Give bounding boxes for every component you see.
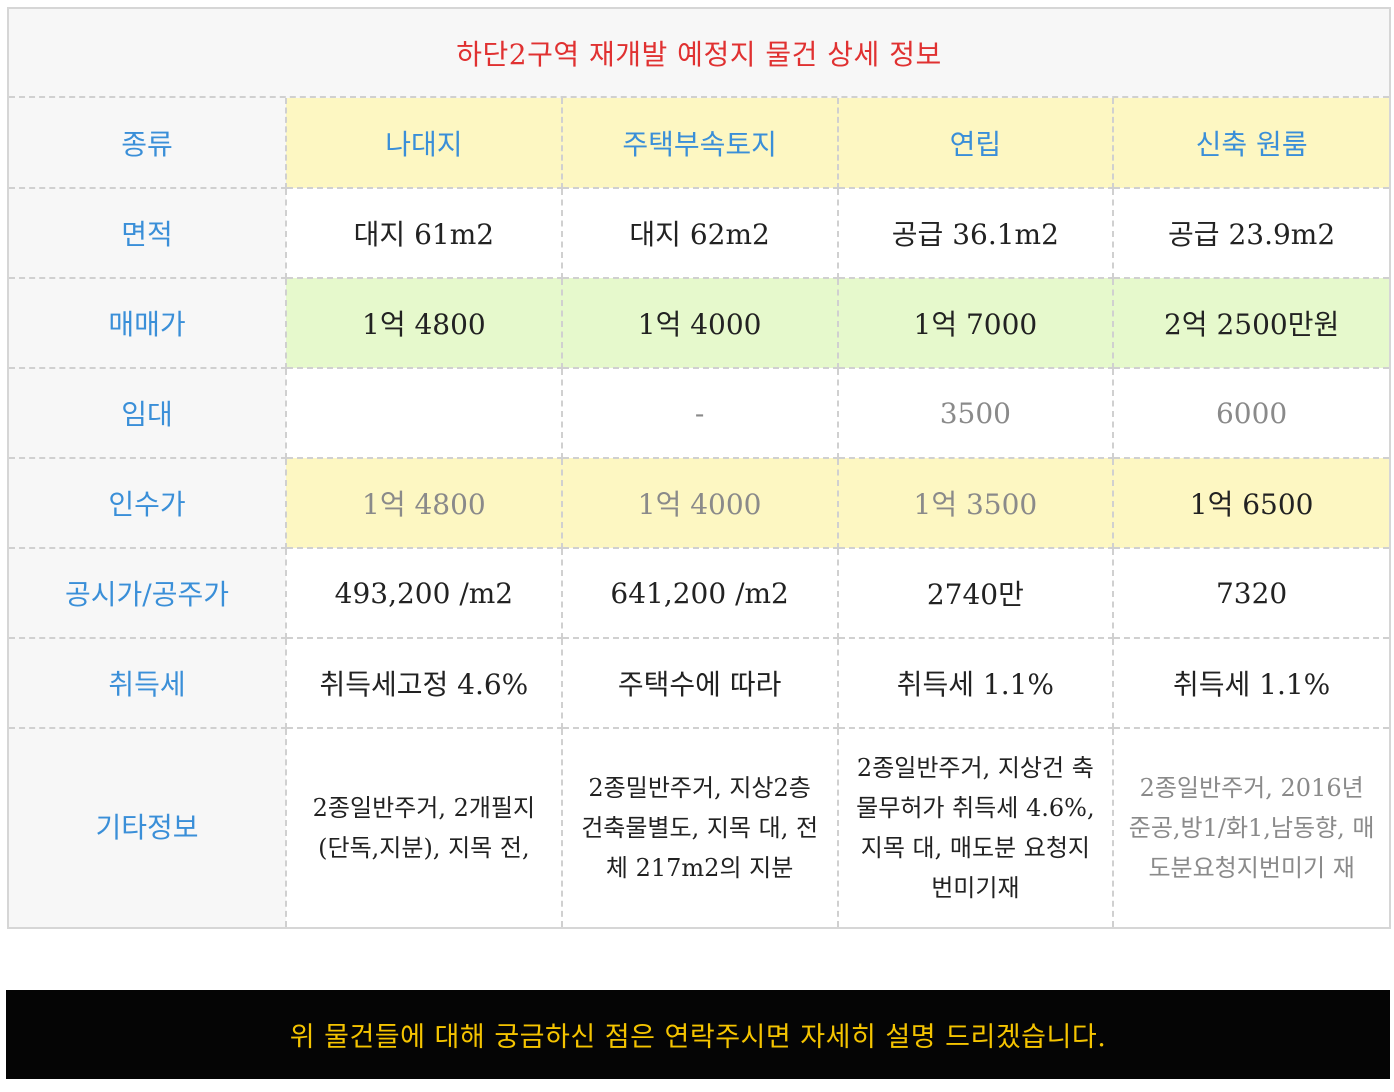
table-cell <box>286 368 563 459</box>
table-cell: 주택수에 따라 <box>561 638 839 729</box>
contact-banner-text: 위 물건들에 대해 궁금하신 점은 연락주시면 자세히 설명 드리겠습니다. <box>289 1022 1107 1053</box>
table-row-type: 종류 나대지 주택부속토지 연립 신축 원룸 <box>9 98 1389 189</box>
table-cell: 1억 3500 <box>837 458 1115 549</box>
table-row-other-info: 기타정보 2종일반주거, 2개필지 (단독,지분), 지목 전, 2종밀반주거,… <box>9 728 1389 927</box>
property-detail-table: 하단2구역 재개발 예정지 물건 상세 정보 종류 나대지 주택부속토지 연립 … <box>7 7 1391 929</box>
table-cell: 2종일반주거, 2개필지 (단독,지분), 지목 전, <box>286 728 563 927</box>
table-cell: 7320 <box>1113 548 1389 639</box>
table-cell: 1억 6500 <box>1113 458 1389 549</box>
table-row-acquisition-tax: 취득세 취득세고정 4.6% 주택수에 따라 취득세 1.1% 취득세 1.1% <box>9 638 1389 729</box>
table-cell: 1억 4800 <box>286 458 563 549</box>
table-row-lease: 임대 - 3500 6000 <box>9 368 1389 459</box>
table-cell: 공급 23.9m2 <box>1113 188 1389 279</box>
row-label-area: 면적 <box>9 188 287 279</box>
table-row-acquisition-price: 인수가 1억 4800 1억 4000 1억 3500 1억 6500 <box>9 458 1389 549</box>
table-cell: 취득세 1.1% <box>1113 638 1389 729</box>
table-cell: 대지 62m2 <box>561 188 839 279</box>
row-label-official-price: 공시가/공주가 <box>9 548 287 639</box>
table-title: 하단2구역 재개발 예정지 물건 상세 정보 <box>456 37 942 71</box>
column-header-house-land: 주택부속토지 <box>561 98 839 189</box>
table-cell: 2종일반주거, 2016년 준공,방1/화1,남동향, 매도분요청지번미기 재 <box>1128 774 1375 882</box>
table-cell: 2740만 <box>837 548 1115 639</box>
row-label-acquisition-price: 인수가 <box>9 458 287 549</box>
contact-banner: 위 물건들에 대해 궁금하신 점은 연락주시면 자세히 설명 드리겠습니다. <box>6 990 1390 1079</box>
row-label-sale-price: 매매가 <box>9 278 287 369</box>
table-cell: 641,200 /m2 <box>561 548 839 639</box>
table-cell: 493,200 /m2 <box>286 548 563 639</box>
table-row-sale-price: 매매가 1억 4800 1억 4000 1억 7000 2억 2500만원 <box>9 278 1389 369</box>
row-label-acquisition-tax: 취득세 <box>9 638 287 729</box>
table-cell: 6000 <box>1113 368 1389 459</box>
table-cell: 1억 4800 <box>286 278 563 369</box>
column-header-villa: 연립 <box>837 98 1115 189</box>
table-cell: 취득세 1.1% <box>837 638 1115 729</box>
table-cell: 공급 36.1m2 <box>837 188 1115 279</box>
table-cell: 1억 4000 <box>561 458 839 549</box>
property-grid: 종류 나대지 주택부속토지 연립 신축 원룸 면적 대지 61m2 대지 62m… <box>9 98 1389 927</box>
column-header-land: 나대지 <box>286 98 563 189</box>
table-cell: 3500 <box>837 368 1115 459</box>
table-title-row: 하단2구역 재개발 예정지 물건 상세 정보 <box>9 9 1389 98</box>
column-header-new-studio: 신축 원룸 <box>1113 98 1389 189</box>
table-cell: 2종밀반주거, 지상2층 건축물별도, 지목 대, 전체 217m2의 지분 <box>561 728 839 927</box>
row-label-type: 종류 <box>9 98 287 189</box>
table-cell: - <box>561 368 839 459</box>
table-cell: 1억 7000 <box>837 278 1115 369</box>
table-row-official-price: 공시가/공주가 493,200 /m2 641,200 /m2 2740만 73… <box>9 548 1389 639</box>
table-row-area: 면적 대지 61m2 대지 62m2 공급 36.1m2 공급 23.9m2 <box>9 188 1389 279</box>
table-cell: 2종일반주거, 지상건 축물무허가 취득세 4.6%, 지목 대, 매도분 요청… <box>837 728 1115 927</box>
table-cell: 1억 4000 <box>561 278 839 369</box>
table-cell: 취득세고정 4.6% <box>286 638 563 729</box>
row-label-other-info: 기타정보 <box>9 728 287 927</box>
table-cell: 대지 61m2 <box>286 188 563 279</box>
row-label-lease: 임대 <box>9 368 287 459</box>
table-cell: 2억 2500만원 <box>1113 278 1389 369</box>
